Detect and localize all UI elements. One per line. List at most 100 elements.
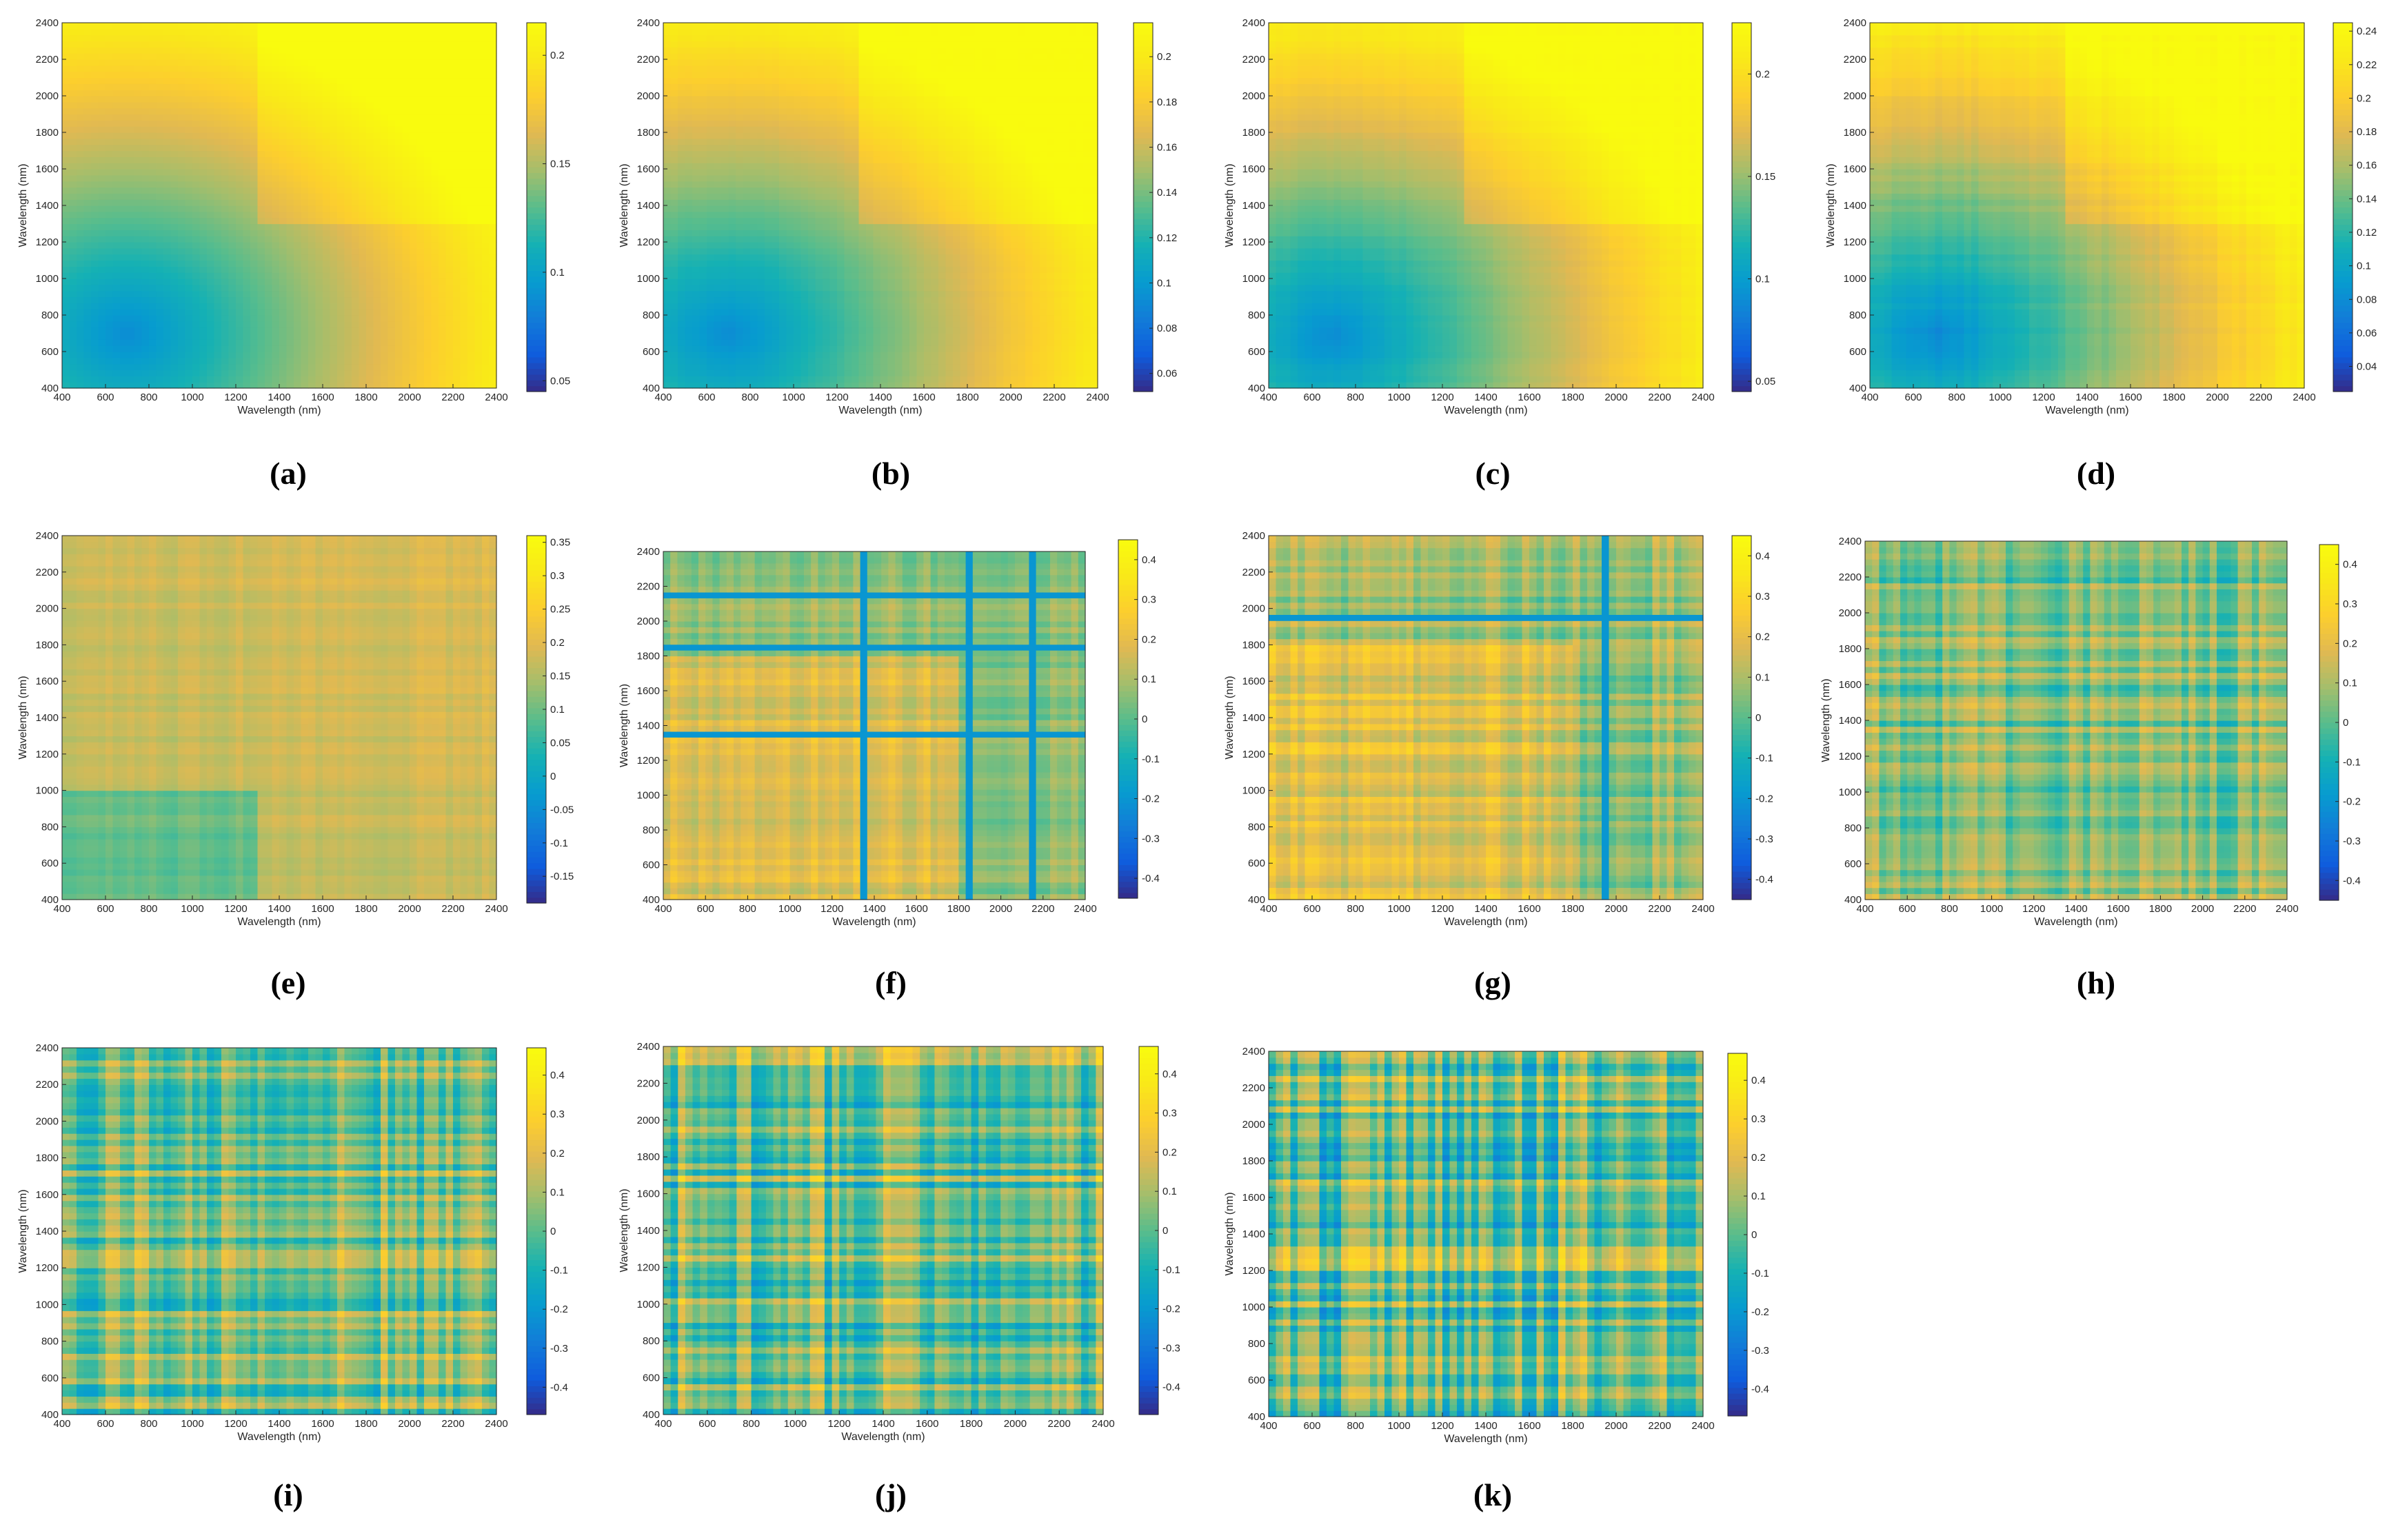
heatmap-cell — [83, 101, 92, 109]
heatmap-cell — [170, 174, 179, 182]
heatmap-cell — [83, 83, 92, 90]
heatmap-cell — [105, 290, 114, 298]
heatmap-cell — [141, 315, 150, 322]
heatmap-cell — [141, 53, 150, 60]
heatmap-cell — [170, 34, 179, 42]
heatmap-cell — [149, 254, 157, 261]
heatmap-cell — [91, 284, 99, 292]
heatmap-cell — [199, 101, 208, 109]
heatmap-cell — [62, 230, 70, 236]
heatmap-cell — [112, 296, 121, 303]
heatmap-cell — [77, 193, 85, 200]
heatmap-cell — [91, 53, 99, 60]
heatmap-cell — [185, 96, 193, 103]
heatmap-cell — [156, 77, 164, 84]
heatmap-cell — [91, 309, 99, 316]
heatmap-cell — [156, 193, 164, 200]
heatmap-cell — [185, 59, 193, 66]
heatmap-cell — [185, 53, 193, 60]
heatmap-cell — [207, 382, 215, 389]
heatmap-cell — [112, 339, 121, 346]
heatmap-cell — [105, 309, 114, 316]
heatmap-cell — [149, 223, 157, 230]
heatmap-cell — [185, 260, 193, 267]
heatmap-cell — [141, 242, 150, 249]
heatmap-cell — [83, 223, 92, 230]
heatmap-cell — [105, 34, 114, 42]
heatmap-cell — [170, 363, 179, 371]
heatmap-cell — [141, 59, 150, 66]
heatmap-cell — [134, 156, 143, 163]
heatmap-cell — [207, 352, 215, 358]
heatmap-cell — [134, 357, 143, 365]
heatmap-cell — [112, 278, 121, 285]
heatmap-cell — [156, 144, 164, 152]
heatmap-cell — [77, 223, 85, 230]
heatmap-cell — [83, 28, 92, 36]
heatmap-cell — [91, 132, 99, 139]
heatmap-cell — [149, 315, 157, 322]
heatmap-cell — [120, 376, 128, 383]
heatmap-cell — [112, 101, 121, 109]
heatmap-cell — [185, 138, 193, 145]
heatmap-cell — [127, 363, 135, 371]
heatmap-cell — [185, 156, 193, 163]
heatmap-cell — [83, 242, 92, 249]
heatmap-cell — [98, 278, 106, 285]
heatmap-cell — [199, 77, 208, 84]
heatmap-cell — [149, 211, 157, 219]
heatmap-cell — [141, 230, 150, 236]
heatmap-cell — [149, 101, 157, 109]
heatmap-cell — [91, 327, 99, 334]
heatmap-cell — [185, 174, 193, 182]
heatmap-cell — [120, 309, 128, 316]
heatmap-cell — [91, 352, 99, 358]
heatmap-cell — [62, 266, 70, 273]
heatmap-cell — [178, 254, 186, 261]
heatmap-cell — [170, 59, 179, 66]
heatmap-cell — [185, 217, 193, 225]
heatmap-cell — [112, 352, 121, 358]
heatmap-cell — [105, 217, 114, 225]
heatmap-cell — [207, 174, 215, 182]
heatmap-cell — [207, 247, 215, 255]
heatmap-cell — [127, 296, 135, 303]
heatmap-cell — [105, 230, 114, 236]
heatmap-cell — [127, 23, 135, 30]
heatmap-cell — [178, 181, 186, 188]
heatmap-cell — [207, 296, 215, 303]
heatmap-cell — [149, 138, 157, 145]
heatmap-cell — [207, 357, 215, 365]
heatmap-cell — [105, 193, 114, 200]
heatmap-cell — [141, 114, 150, 121]
heatmap-cell — [199, 278, 208, 285]
heatmap-cell — [120, 71, 128, 79]
heatmap-cell — [192, 315, 201, 322]
heatmap-cell — [163, 41, 172, 48]
heatmap-cell — [199, 83, 208, 90]
heatmap-cell — [98, 77, 106, 84]
heatmap-cell — [199, 309, 208, 316]
heatmap-cell — [69, 101, 77, 109]
heatmap-cell — [156, 357, 164, 365]
heatmap-cell — [69, 266, 77, 273]
heatmap-cell — [120, 266, 128, 273]
heatmap-cell — [105, 71, 114, 79]
heatmap-cell — [163, 382, 172, 389]
heatmap-cell — [185, 339, 193, 346]
heatmap-cell — [120, 108, 128, 115]
heatmap-cell — [77, 333, 85, 340]
heatmap-cell — [192, 47, 201, 54]
heatmap-cell — [77, 230, 85, 236]
heatmap-cell — [112, 247, 121, 255]
heatmap-cell — [185, 41, 193, 48]
heatmap-cell — [105, 150, 114, 157]
heatmap-cell — [62, 290, 70, 298]
heatmap-cell — [112, 53, 121, 60]
heatmap-cell — [163, 278, 172, 285]
heatmap-cell — [62, 28, 70, 36]
heatmap-cell — [83, 59, 92, 66]
heatmap-cell — [192, 174, 201, 182]
heatmap-cell — [207, 193, 215, 200]
heatmap-cell — [134, 272, 143, 279]
